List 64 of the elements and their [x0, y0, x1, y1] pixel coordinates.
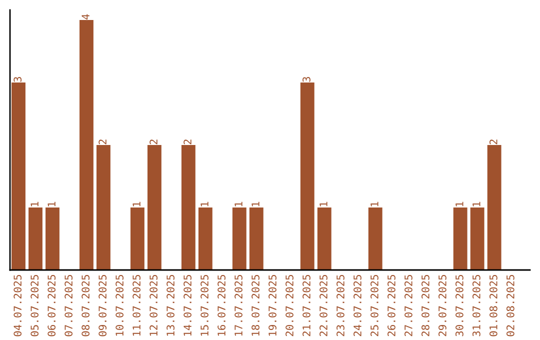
x-tick-label: 01.08.2025: [489, 275, 498, 336]
x-tick-label: 26.07.2025: [388, 275, 396, 336]
x-tick-label: 30.07.2025: [456, 275, 464, 336]
x-tick-label: 22.07.2025: [320, 275, 328, 336]
bar: [96, 145, 110, 270]
x-tick-label: 05.07.2025: [30, 275, 39, 336]
data-label: 2: [150, 140, 158, 144]
x-tick-label: 23.07.2025: [336, 275, 344, 336]
x-tick-label: 16.07.2025: [218, 275, 226, 336]
bar: [232, 208, 246, 270]
x-tick-label: 29.07.2025: [438, 275, 446, 336]
bar: [147, 145, 162, 270]
x-tick-label: 18.07.2025: [252, 275, 260, 336]
bar: [46, 208, 60, 270]
data-label: 3: [302, 77, 310, 82]
x-tick-label: 21.07.2025: [302, 275, 310, 336]
bar: [368, 208, 382, 270]
bar: [28, 208, 42, 270]
x-tick-label: 06.07.2025: [48, 275, 56, 336]
bar: [487, 145, 502, 270]
data-label: 1: [30, 202, 38, 206]
data-label: 1: [320, 202, 328, 206]
x-tick-label: 04.07.2025: [14, 275, 22, 336]
data-label: 2: [98, 140, 106, 144]
bar: [80, 20, 94, 270]
x-tick-label: 13.07.2025: [166, 275, 174, 336]
x-tick-label: 15.07.2025: [200, 275, 208, 336]
data-label: 1: [200, 202, 208, 206]
bar: [300, 82, 314, 270]
data-label: 1: [456, 202, 464, 206]
data-label: 1: [252, 202, 260, 206]
data-label: 1: [234, 202, 242, 206]
data-label: 1: [132, 202, 140, 206]
x-tick-label: 20.07.2025: [286, 275, 294, 336]
bar: [317, 208, 332, 270]
data-label: 1: [370, 202, 378, 206]
x-tick-label: 11.07.2025: [132, 275, 140, 336]
bar: [12, 82, 26, 270]
x-tick-label: 24.07.2025: [354, 275, 362, 336]
bar: [130, 208, 144, 270]
x-tick-label: 17.07.2025: [234, 275, 242, 336]
data-label: 3: [14, 77, 22, 82]
data-label: 4: [82, 14, 90, 20]
bar: [198, 208, 212, 270]
x-tick-label: 14.07.2025: [184, 275, 192, 336]
data-label: 2: [489, 140, 498, 144]
x-tick-label: 25.07.2025: [370, 275, 378, 336]
x-tick-label: 08.07.2025: [82, 275, 90, 336]
data-label: 1: [48, 202, 56, 206]
bar: [453, 208, 468, 270]
x-tick-label: 28.07.2025: [422, 275, 430, 336]
data-label: 2: [184, 140, 192, 144]
bar: [470, 208, 484, 270]
bar: [181, 145, 196, 270]
data-label: 1: [472, 202, 480, 206]
x-tick-label: 19.07.2025: [268, 275, 276, 336]
x-tick-label: 10.07.2025: [116, 275, 124, 336]
x-tick-label: 12.07.2025: [150, 275, 158, 336]
x-tick-label: 27.07.2025: [404, 275, 412, 336]
x-tick-label: 07.07.2025: [64, 275, 73, 336]
x-tick-label: 31.07.2025: [472, 275, 480, 336]
x-tick-label: 02.08.2025: [506, 275, 514, 336]
bar: [249, 208, 264, 270]
x-tick-label: 09.07.2025: [98, 275, 107, 336]
